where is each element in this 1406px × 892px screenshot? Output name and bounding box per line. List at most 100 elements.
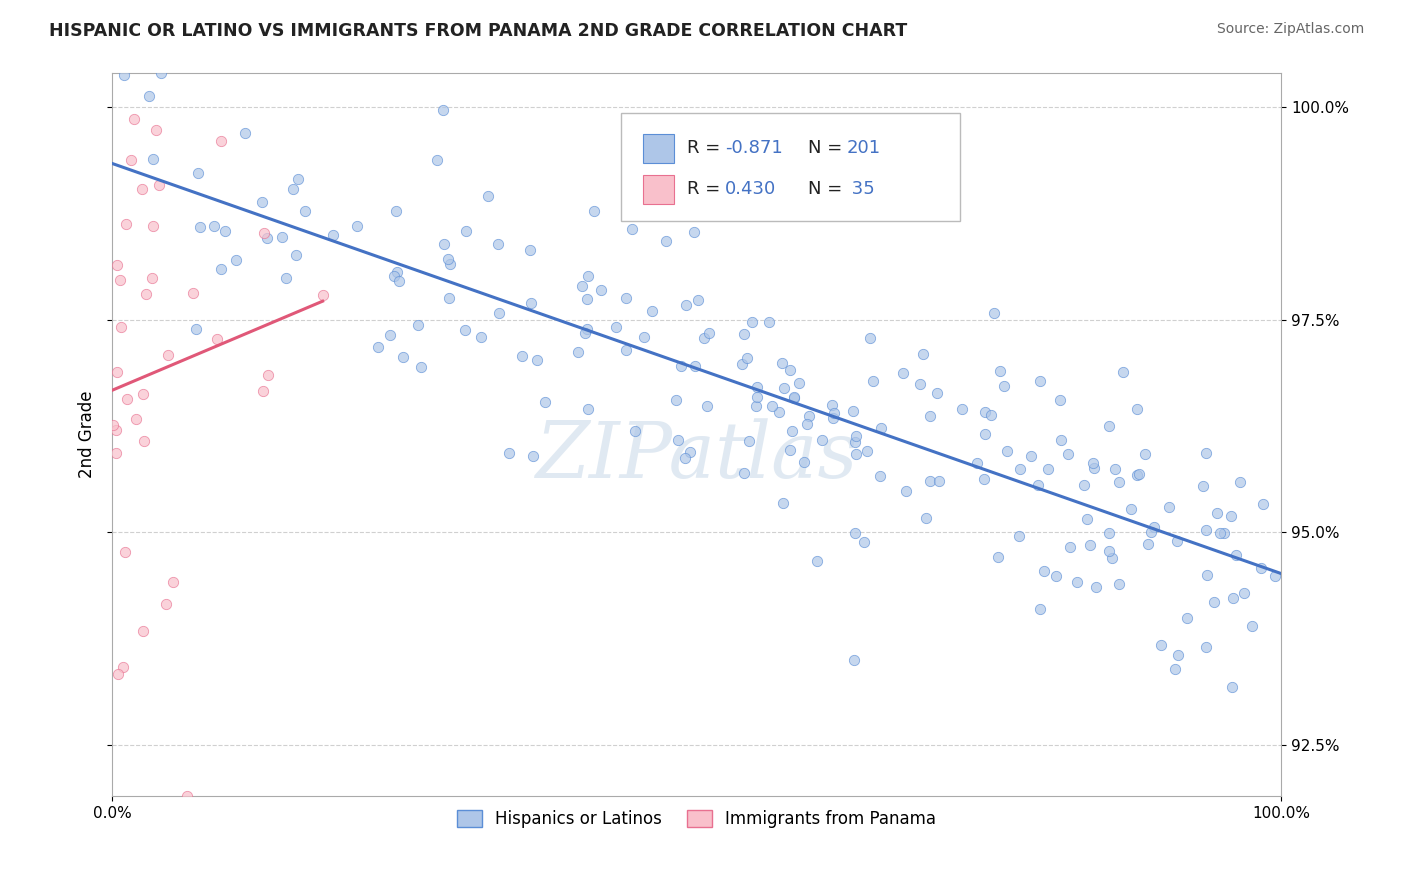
Point <box>112 68 135 82</box>
Point <box>1057 447 1080 461</box>
Point <box>768 405 790 419</box>
Point <box>311 288 333 302</box>
Point <box>1222 591 1244 606</box>
Point <box>811 433 834 447</box>
Point <box>145 123 167 137</box>
Point <box>980 408 1002 422</box>
Point <box>184 322 207 336</box>
Point <box>669 359 692 373</box>
Point <box>271 230 294 244</box>
Point <box>385 204 408 219</box>
Point <box>693 331 716 345</box>
Point <box>1038 462 1060 476</box>
Point <box>190 220 212 235</box>
Point <box>1098 543 1121 558</box>
Point <box>1251 497 1274 511</box>
Point <box>796 417 818 432</box>
Point <box>893 366 915 380</box>
Point <box>1229 475 1251 490</box>
Text: Source: ZipAtlas.com: Source: ZipAtlas.com <box>1216 22 1364 37</box>
Point <box>104 446 127 460</box>
Point <box>533 394 555 409</box>
Point <box>411 360 433 375</box>
Point <box>388 274 411 288</box>
Point <box>1192 479 1215 493</box>
Point <box>591 283 613 297</box>
Point <box>911 347 934 361</box>
Point <box>285 248 308 262</box>
Point <box>741 315 763 329</box>
Point <box>149 66 172 80</box>
Point <box>142 152 165 166</box>
Point <box>1108 577 1130 591</box>
Point <box>1008 529 1031 543</box>
Point <box>620 222 643 236</box>
Point <box>844 526 866 541</box>
Point <box>974 405 997 419</box>
Point <box>477 189 499 203</box>
Point <box>747 390 769 404</box>
Point <box>1241 618 1264 632</box>
Point <box>486 236 509 251</box>
Point <box>205 332 228 346</box>
Point <box>437 292 460 306</box>
Point <box>512 349 534 363</box>
Point <box>382 269 405 284</box>
Point <box>1128 467 1150 481</box>
Point <box>1195 523 1218 537</box>
Point <box>433 236 456 251</box>
Point <box>1202 594 1225 608</box>
Point <box>1150 639 1173 653</box>
Point <box>1166 534 1188 549</box>
Point <box>1081 456 1104 470</box>
Point <box>973 472 995 486</box>
Point <box>614 292 637 306</box>
Point <box>142 219 165 233</box>
Point <box>519 295 541 310</box>
Point <box>155 597 177 611</box>
Point <box>1137 537 1160 551</box>
Point <box>1049 392 1071 407</box>
Point <box>526 352 548 367</box>
Text: N =: N = <box>807 180 848 198</box>
Point <box>1164 662 1187 676</box>
Point <box>793 455 815 469</box>
Text: R =: R = <box>688 139 727 157</box>
Point <box>624 425 647 439</box>
Point <box>633 329 655 343</box>
Point <box>772 495 794 509</box>
Point <box>735 351 758 365</box>
Point <box>928 474 950 488</box>
Point <box>787 376 810 391</box>
Point <box>138 89 160 103</box>
Point <box>576 401 599 416</box>
Point <box>1078 538 1101 552</box>
Text: HISPANIC OR LATINO VS IMMIGRANTS FROM PANAMA 2ND GRADE CORRELATION CHART: HISPANIC OR LATINO VS IMMIGRANTS FROM PA… <box>49 22 907 40</box>
Point <box>914 511 936 525</box>
Point <box>993 379 1015 393</box>
Point <box>233 126 256 140</box>
Point <box>1250 561 1272 575</box>
Point <box>1233 586 1256 600</box>
Text: 0.430: 0.430 <box>724 180 776 198</box>
Point <box>107 667 129 681</box>
Point <box>1195 640 1218 655</box>
Point <box>697 326 720 340</box>
Point <box>995 444 1018 458</box>
Point <box>1133 447 1156 461</box>
Point <box>666 433 689 447</box>
Point <box>772 381 794 395</box>
Point <box>974 426 997 441</box>
Point <box>1209 525 1232 540</box>
Point <box>783 390 806 404</box>
Point <box>322 228 344 243</box>
Point <box>125 412 148 426</box>
FancyBboxPatch shape <box>620 112 960 221</box>
Point <box>1101 551 1123 566</box>
Point <box>823 406 845 420</box>
Point <box>870 421 893 435</box>
Point <box>157 348 180 362</box>
Point <box>131 387 153 401</box>
Point <box>730 357 752 371</box>
Point <box>132 624 155 639</box>
